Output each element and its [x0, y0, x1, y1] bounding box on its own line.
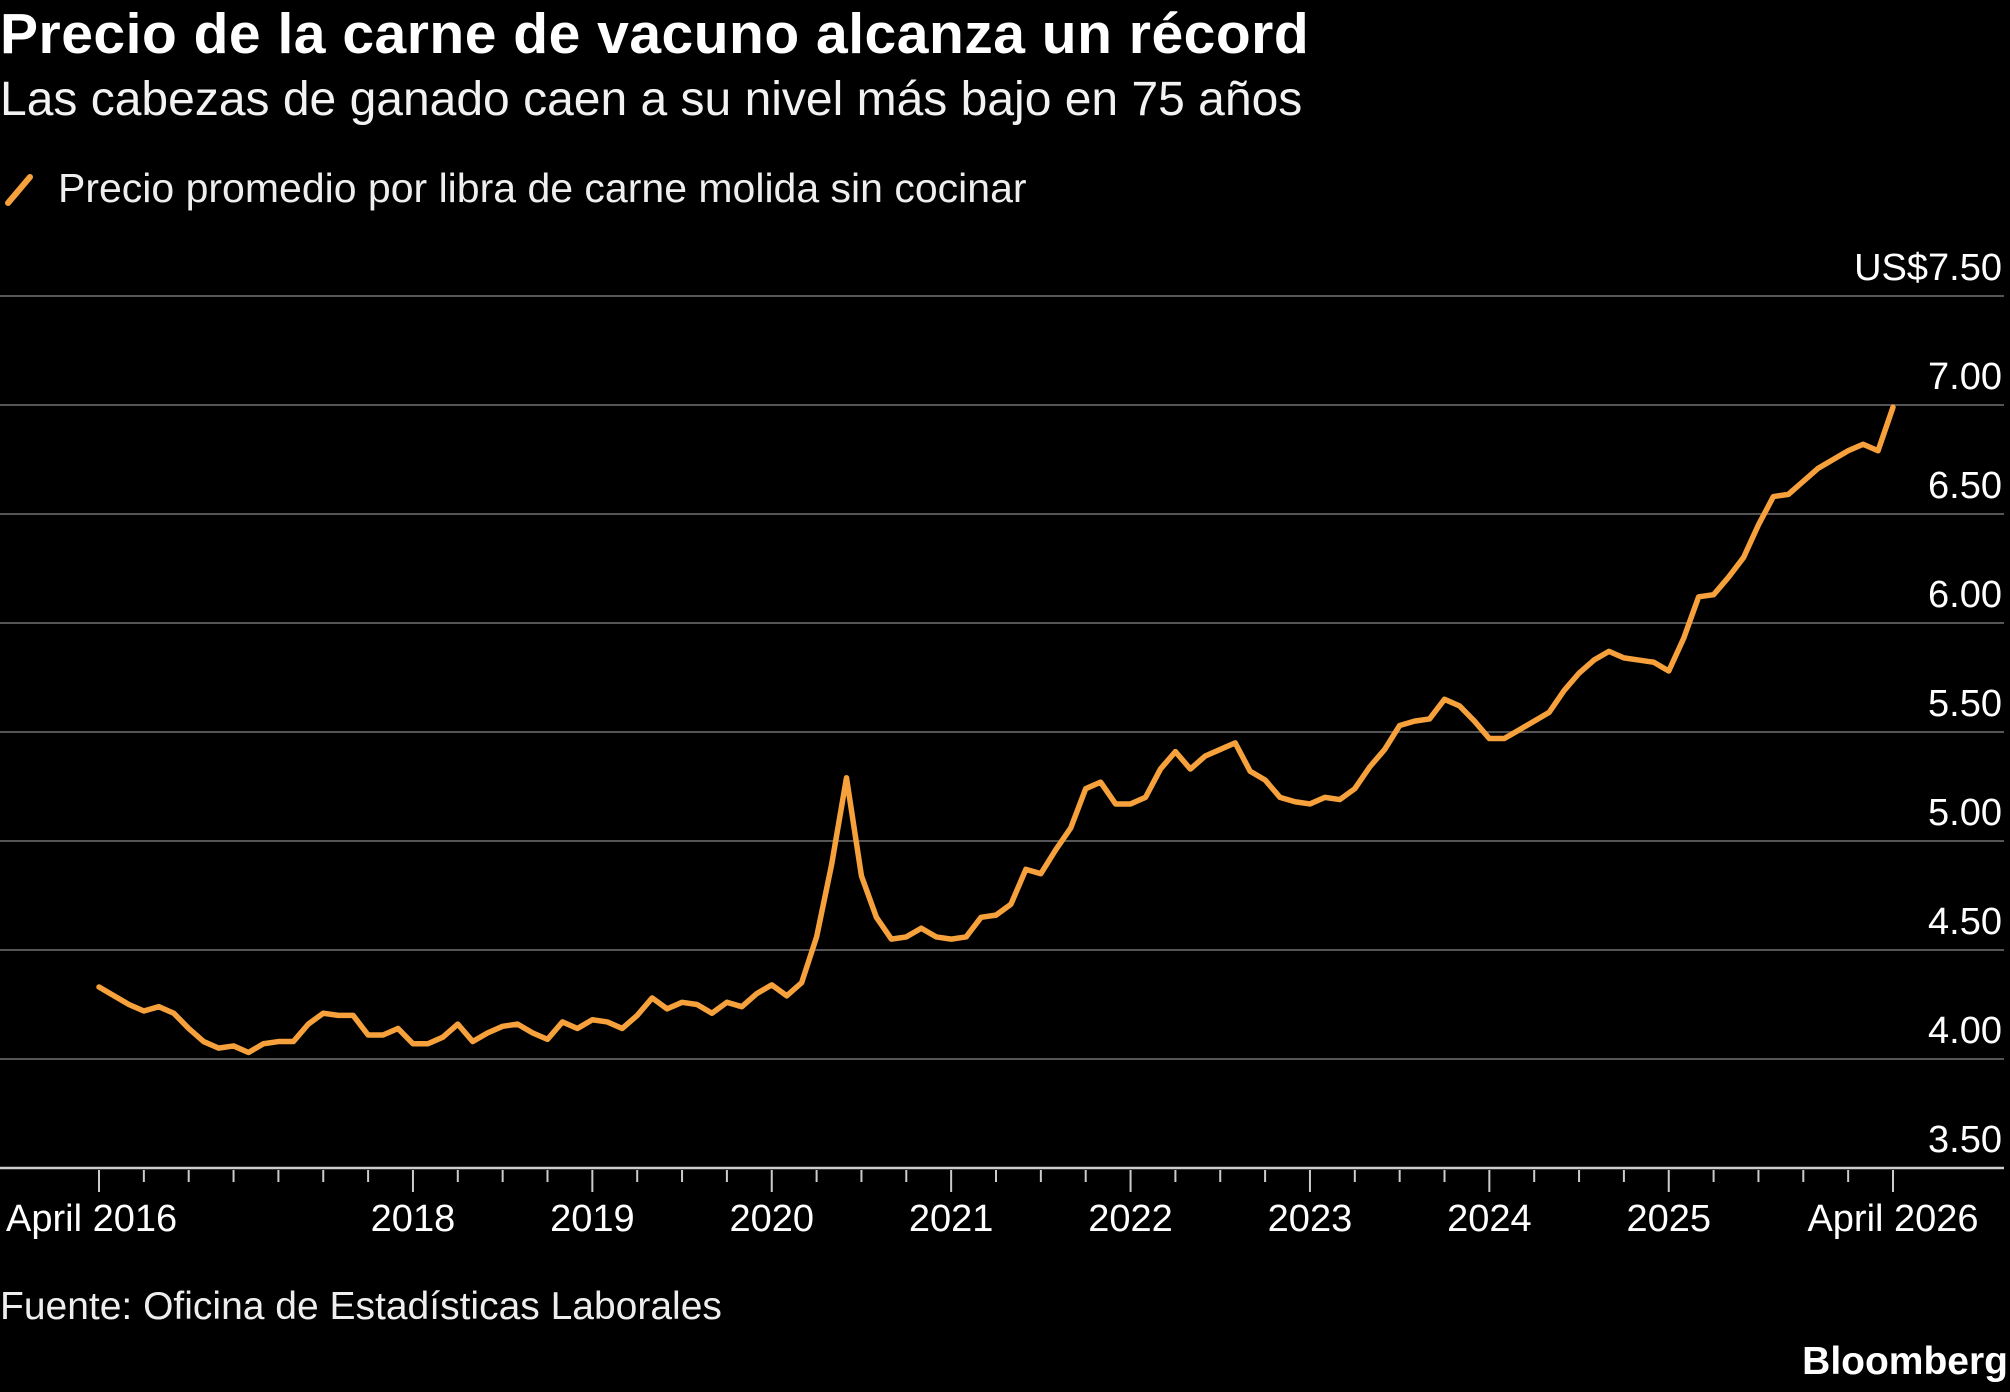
- gridlines: [0, 295, 2004, 1170]
- series-line: [96, 404, 1896, 1056]
- y-tick-label: 4.00: [1928, 1010, 2002, 1052]
- chart-subtitle: Las cabezas de ganado caen a su nivel má…: [0, 73, 1303, 126]
- chart-title: Precio de la carne de vacuno alcanza un …: [0, 2, 1310, 66]
- y-tick-label: 5.00: [1928, 792, 2002, 834]
- y-tick-label: 5.50: [1928, 683, 2002, 725]
- diagonal-line-icon: [5, 174, 33, 206]
- legend-label: Precio promedio por libra de carne molid…: [58, 165, 1027, 211]
- y-axis-labels: 3.50 4.00 4.50 5.00 5.50 6.00 6.50 7.00 US$7.50: [1854, 247, 2002, 1161]
- y-tick-label: 6.50: [1928, 465, 2002, 507]
- x-axis: April 2016 2018 2019 2020 2021 2022 2023 2024 20…: [6, 1170, 1979, 1240]
- source-note: Fuente: Oficina de Estadísticas Laborale…: [0, 1285, 722, 1328]
- x-tick-label: 2023: [1268, 1198, 1353, 1240]
- y-tick-label: 6.00: [1928, 574, 2002, 616]
- x-tick-label: April 2016: [6, 1198, 177, 1240]
- series-layer: [96, 404, 1896, 1056]
- y-tick-label: 3.50: [1928, 1119, 2002, 1161]
- y-tick-label: 4.50: [1928, 901, 2002, 943]
- x-tick-label: 2020: [729, 1198, 814, 1240]
- x-tick-label: 2019: [550, 1198, 635, 1240]
- x-tick-label: 2018: [371, 1198, 456, 1240]
- x-tick-label: 2022: [1088, 1198, 1173, 1240]
- x-tick-label: 2025: [1626, 1198, 1711, 1240]
- bloomberg-logo: Bloomberg: [1802, 1340, 2008, 1383]
- legend: Precio promedio por libra de carne molid…: [0, 160, 1027, 216]
- x-tick-label: April 2026: [1807, 1198, 1978, 1240]
- x-tick-label: 2024: [1447, 1198, 1532, 1240]
- y-tick-label: US$7.50: [1854, 247, 2002, 289]
- x-tick-label: 2021: [909, 1198, 994, 1240]
- y-tick-label: 7.00: [1928, 356, 2002, 398]
